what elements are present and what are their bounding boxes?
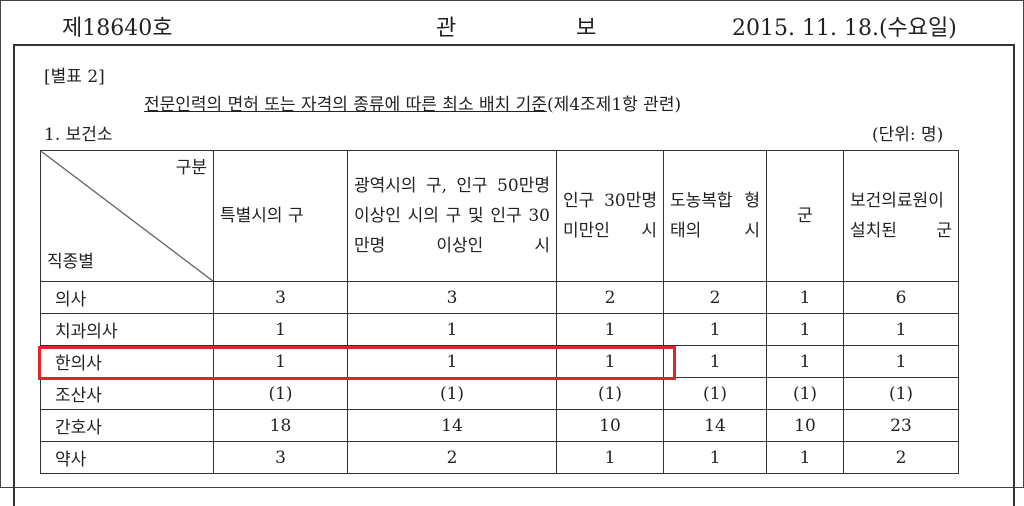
table-cell: 1 xyxy=(556,313,664,346)
table-cell: 1 xyxy=(766,281,844,314)
table-cell: 3 xyxy=(213,281,348,314)
section-heading: 1. 보건소 xyxy=(44,125,113,145)
table-cell: 1 xyxy=(843,345,959,378)
table-row: 약사 3 2 1 1 1 2 xyxy=(40,441,959,474)
table-cell: (1) xyxy=(766,377,844,410)
table-cell: (1) xyxy=(213,377,348,410)
table-header-row: 구분 직종별 특별시의 구 광역시의 구, 인구 50만명 이상인 시의 구 및… xyxy=(40,150,959,282)
table-row: 조산사 (1) (1) (1) (1) (1) (1) xyxy=(40,377,959,410)
table-cell: 10 xyxy=(556,409,664,442)
table-cell: 1 xyxy=(213,345,348,378)
column-header: 인구 30만명 미만인 시 xyxy=(556,150,664,282)
title-suffix: (제4조제1항 관련) xyxy=(546,95,682,115)
table-cell: 1 xyxy=(843,313,959,346)
row-label: 의사 xyxy=(40,281,214,314)
row-label: 간호사 xyxy=(40,409,214,442)
table-cell: 3 xyxy=(213,441,348,474)
document-box xyxy=(13,44,1015,506)
corner-top-label: 구분 xyxy=(175,158,207,178)
table-cell: (1) xyxy=(347,377,557,410)
row-label: 약사 xyxy=(40,441,214,474)
table-cell: (1) xyxy=(843,377,959,410)
table-cell: 2 xyxy=(663,281,767,314)
table-cell: 1 xyxy=(213,313,348,346)
table-cell: 2 xyxy=(556,281,664,314)
column-header: 특별시의 구 xyxy=(213,150,348,282)
highlight-box xyxy=(38,346,676,380)
table-cell: 1 xyxy=(556,441,664,474)
table-cell: 6 xyxy=(843,281,959,314)
table-cell: 23 xyxy=(843,409,959,442)
table-cell: (1) xyxy=(556,377,664,410)
table-cell: 2 xyxy=(347,441,557,474)
table-row: 간호사 18 14 10 14 10 23 xyxy=(40,409,959,442)
column-header: 보건의료원이 설치된 군 xyxy=(843,150,959,282)
table-cell: (1) xyxy=(663,377,767,410)
staffing-table: 구분 직종별 특별시의 구 광역시의 구, 인구 50만명 이상인 시의 구 및… xyxy=(40,150,959,474)
table-cell: 10 xyxy=(766,409,844,442)
table-cell: 1 xyxy=(766,313,844,346)
gazette-title-right: 보 xyxy=(576,16,597,41)
table-row: 치과의사 1 1 1 1 1 1 xyxy=(40,313,959,346)
issue-date: 2015. 11. 18.(수요일) xyxy=(732,16,957,41)
table-cell: 2 xyxy=(843,441,959,474)
table-cell: 1 xyxy=(766,441,844,474)
table-cell: 3 xyxy=(347,281,557,314)
table-cell: 18 xyxy=(213,409,348,442)
table-cell: 1 xyxy=(347,313,557,346)
table-cell: 1 xyxy=(766,345,844,378)
row-label: 한의사 xyxy=(40,345,214,378)
table-cell: 1 xyxy=(663,313,767,346)
corner-cell: 구분 직종별 xyxy=(40,150,214,282)
column-header: 군 xyxy=(766,150,844,282)
table-cell: 14 xyxy=(663,409,767,442)
row-label: 조산사 xyxy=(40,377,214,410)
table-cell: 1 xyxy=(663,345,767,378)
table-cell: 14 xyxy=(347,409,557,442)
corner-bottom-label: 직종별 xyxy=(47,252,94,272)
document-title: 전문인력의 면허 또는 자격의 종류에 따른 최소 배치 기준(제4조제1항 관… xyxy=(144,90,681,115)
column-header: 도농복합 형태의 시 xyxy=(663,150,767,282)
unit-label: (단위: 명) xyxy=(872,125,944,145)
table-row: 의사 3 3 2 2 1 6 xyxy=(40,281,959,314)
column-header: 광역시의 구, 인구 50만명 이상인 시의 구 및 인구 30만명 이상인 시 xyxy=(347,150,557,282)
annex-label: [별표 2] xyxy=(44,67,105,87)
row-label: 치과의사 xyxy=(40,313,214,346)
gazette-title-left: 관 xyxy=(436,16,457,41)
issue-number: 제18640호 xyxy=(62,16,173,41)
title-main: 전문인력의 면허 또는 자격의 종류에 따른 최소 배치 기준 xyxy=(144,95,547,115)
table-cell: 1 xyxy=(663,441,767,474)
